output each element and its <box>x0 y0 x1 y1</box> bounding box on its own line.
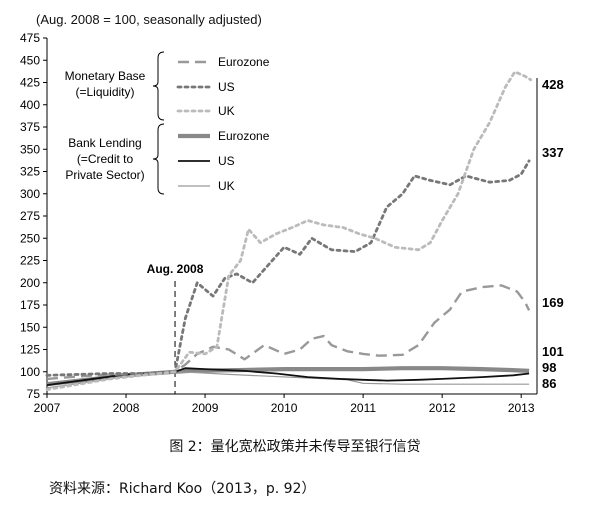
x-tick-label: 2013 <box>508 401 535 415</box>
y-tick-label: 325 <box>20 165 40 179</box>
legend-group-label: (=Liquidity) <box>75 85 134 99</box>
end-label: 86 <box>542 376 556 391</box>
x-tick-label: 2009 <box>192 401 219 415</box>
y-tick-label: 375 <box>20 120 40 134</box>
end-label: 337 <box>542 145 564 160</box>
y-tick-label: 175 <box>20 298 40 312</box>
series-line-monetary-base-eurozone <box>46 284 531 381</box>
y-tick-label: 275 <box>20 209 40 223</box>
chart-note: (Aug. 2008 = 100, seasonally adjusted) <box>36 12 262 27</box>
x-tick-label: 2012 <box>429 401 456 415</box>
y-tick-label: 225 <box>20 254 40 268</box>
x-tick-label: 2008 <box>113 401 140 415</box>
legend-brace <box>152 51 165 121</box>
y-tick-label: 450 <box>20 53 40 67</box>
legend-group-label: Bank Lending <box>68 136 141 150</box>
end-label: 98 <box>542 360 556 375</box>
y-tick-label: 150 <box>20 320 40 334</box>
legend-group-label: (=Credit to <box>77 152 134 166</box>
y-tick-label: 100 <box>20 365 40 379</box>
y-tick-label: 425 <box>20 76 40 90</box>
figure-caption: 图 2：量化宽松政策并未传导至银行信贷 <box>169 439 421 455</box>
x-tick-label: 2011 <box>350 401 376 415</box>
source-note: 资料来源：Richard Koo（2013，p. 92） <box>49 481 316 497</box>
y-tick-label: 350 <box>20 142 40 156</box>
y-tick-label: 125 <box>20 343 40 357</box>
y-tick-label: 75 <box>27 387 41 401</box>
legend-entry-label: US <box>218 154 235 168</box>
legend-entry-label: Eurozone <box>218 129 270 143</box>
y-tick-label: 250 <box>20 231 40 245</box>
series-line-monetary-base-us <box>45 159 531 377</box>
x-tick-label: 2010 <box>271 401 298 415</box>
legend-entry-label: Eurozone <box>218 55 270 69</box>
end-label: 428 <box>542 77 564 92</box>
end-label: 169 <box>542 295 564 310</box>
legend-entry-label: UK <box>218 179 235 193</box>
annotation-label: Aug. 2008 <box>147 262 204 276</box>
legend-entry-label: UK <box>218 104 235 118</box>
legend-group-label: Private Sector) <box>65 168 144 182</box>
y-tick-label: 200 <box>20 276 40 290</box>
y-tick-label: 475 <box>20 31 40 45</box>
legend-group-label: Monetary Base <box>65 69 146 83</box>
x-tick-label: 2007 <box>34 401 61 415</box>
chart: 75 100 125 150 175 200 225 250 275 300 325 350 375 40… <box>20 31 564 415</box>
y-tick-label: 400 <box>20 98 40 112</box>
legend-brace <box>152 123 165 195</box>
end-label: 101 <box>542 344 564 359</box>
legend-entry-label: US <box>218 80 235 94</box>
y-tick-label: 300 <box>20 187 40 201</box>
series-line-monetary-base-uk <box>45 70 533 391</box>
